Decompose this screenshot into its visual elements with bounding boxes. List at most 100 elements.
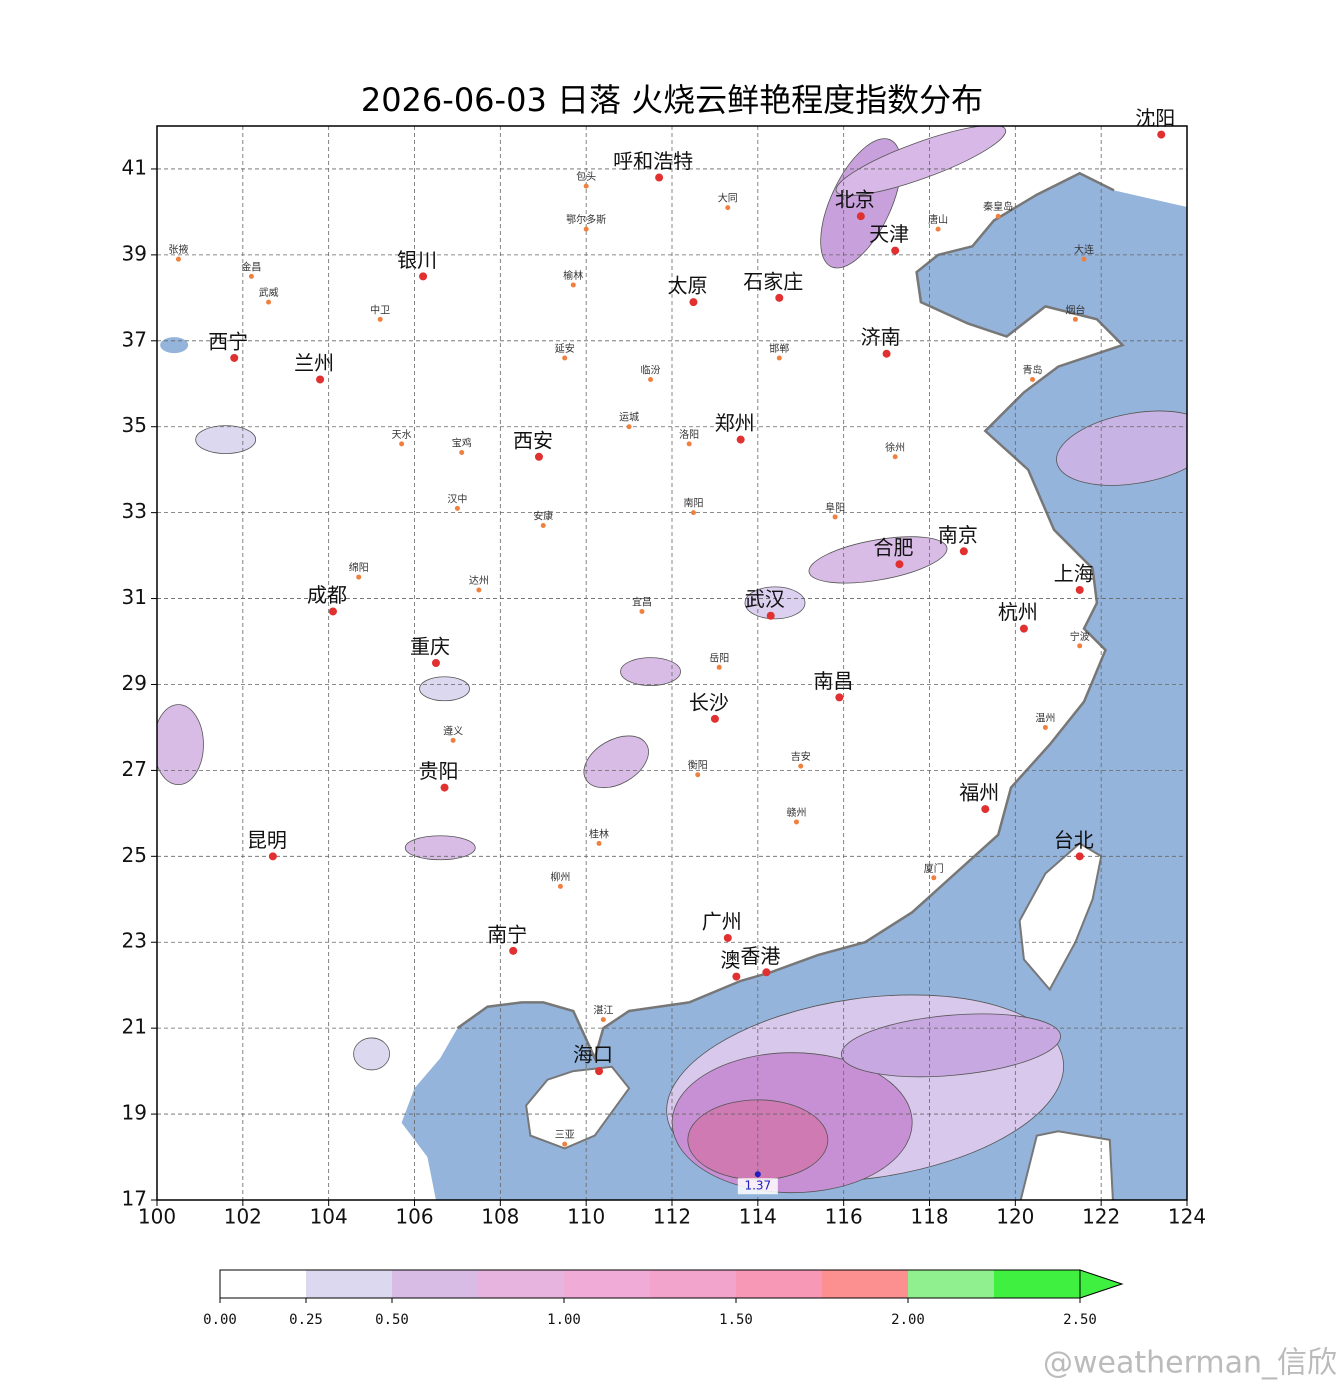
city-label: 南宁 xyxy=(487,922,527,946)
annotation-box xyxy=(737,1178,778,1195)
city-label: 三亚 xyxy=(555,1130,575,1141)
city-dot xyxy=(600,1017,606,1023)
city-dot xyxy=(776,355,782,361)
city-dot xyxy=(639,608,645,614)
city-dot xyxy=(595,1067,604,1076)
city-dot xyxy=(476,587,482,593)
city-dot xyxy=(895,560,904,569)
x-tick-label: 116 xyxy=(825,1205,863,1229)
city-dot xyxy=(248,273,254,279)
city-label: 厦门 xyxy=(924,862,944,875)
city-dot xyxy=(1075,852,1084,861)
city-dot xyxy=(557,883,563,889)
city-dot xyxy=(716,664,722,670)
index-shading xyxy=(404,835,476,861)
city-dot xyxy=(725,205,731,211)
city-dot xyxy=(1019,624,1028,633)
y-tick-label: 37 xyxy=(122,327,147,351)
colorbar-label: 0.00 xyxy=(203,1312,237,1328)
index-shading xyxy=(744,586,806,620)
index-shading xyxy=(157,704,204,786)
x-tick-label: 104 xyxy=(310,1205,348,1229)
city-label: 武威 xyxy=(259,286,279,299)
colorbar-segment xyxy=(392,1270,478,1298)
city-dot xyxy=(891,246,900,255)
x-tick-label: 122 xyxy=(1082,1205,1120,1229)
y-tick-label: 27 xyxy=(122,757,147,781)
city-label: 临汾 xyxy=(641,363,661,376)
x-tick-label: 108 xyxy=(481,1205,519,1229)
city-dot xyxy=(835,693,844,702)
city-dot xyxy=(1072,316,1078,322)
city-label: 北京 xyxy=(835,188,875,212)
map-area xyxy=(157,126,1187,1200)
city-dot xyxy=(648,376,654,382)
city-dot xyxy=(1157,130,1166,139)
city-dot xyxy=(995,213,1001,219)
city-label: 香港 xyxy=(740,944,780,968)
city-dot xyxy=(1077,643,1083,649)
index-shading xyxy=(840,1013,1061,1078)
lake xyxy=(160,337,189,354)
city-label: 衡阳 xyxy=(688,760,708,772)
city-label: 长沙 xyxy=(689,690,729,714)
city-dot xyxy=(562,355,568,361)
city-dot xyxy=(230,353,239,362)
city-label: 大连 xyxy=(1074,243,1094,256)
colorbar-segment xyxy=(650,1270,736,1298)
city-dot xyxy=(440,783,449,792)
city-dot xyxy=(793,819,799,825)
x-tick-label: 112 xyxy=(653,1205,691,1229)
city-dot xyxy=(419,272,428,281)
city-label: 温州 xyxy=(1035,712,1055,724)
city-label: 广州 xyxy=(702,909,742,933)
city-label: 贵阳 xyxy=(419,759,459,783)
index-shading xyxy=(620,657,681,686)
city-label: 吉安 xyxy=(791,750,811,763)
index-shading xyxy=(353,1037,390,1071)
y-tick-label: 33 xyxy=(122,499,147,523)
city-dot xyxy=(431,659,440,667)
city-label: 烟台 xyxy=(1065,303,1085,316)
city-dot xyxy=(570,282,576,288)
city-dot xyxy=(882,349,891,358)
city-dot xyxy=(399,441,405,447)
city-dot xyxy=(450,737,456,743)
map-frame xyxy=(156,125,1188,1201)
city-dot xyxy=(1081,256,1087,262)
index-shading xyxy=(419,676,470,702)
colorbar: 0.00 0.25 0.50 1.00 1.50 2.00 2.50 xyxy=(203,1269,1124,1328)
y-tick-label: 25 xyxy=(122,843,147,867)
city-label: 澳 xyxy=(720,948,740,972)
hainan xyxy=(525,1065,631,1150)
city-label: 成都 xyxy=(307,583,347,607)
city-label: 延安 xyxy=(555,342,575,355)
city-label: 南京 xyxy=(938,523,978,547)
city-dot xyxy=(798,763,804,769)
city-label: 阜阳 xyxy=(825,501,845,514)
city-dot xyxy=(583,183,589,189)
index-shading xyxy=(835,126,1007,196)
colorbar-segment xyxy=(994,1270,1080,1298)
x-tick-label: 124 xyxy=(1168,1205,1206,1229)
x-tick-label: 114 xyxy=(739,1205,777,1229)
map-title: 2026-06-03 日落 火烧云鲜艳程度指数分布 xyxy=(361,81,983,119)
x-tick-label: 106 xyxy=(395,1205,433,1229)
city-label: 天水 xyxy=(392,429,412,441)
city-label: 赣州 xyxy=(786,806,806,819)
city-dot xyxy=(710,714,719,723)
city-label: 洛阳 xyxy=(679,428,699,441)
city-label: 徐州 xyxy=(885,441,905,454)
city-label: 绵阳 xyxy=(349,561,369,574)
taiwan xyxy=(1018,842,1103,992)
city-label: 宜昌 xyxy=(632,595,652,608)
y-tick-label: 29 xyxy=(122,671,147,695)
x-tick-label: 120 xyxy=(996,1205,1034,1229)
city-dot xyxy=(723,933,732,942)
city-label: 郑州 xyxy=(715,411,755,435)
city-label: 杭州 xyxy=(998,600,1038,624)
city-label: 兰州 xyxy=(294,351,334,375)
city-dot xyxy=(626,424,632,430)
city-dot xyxy=(540,523,546,529)
colorbar-label: 0.25 xyxy=(289,1312,323,1328)
